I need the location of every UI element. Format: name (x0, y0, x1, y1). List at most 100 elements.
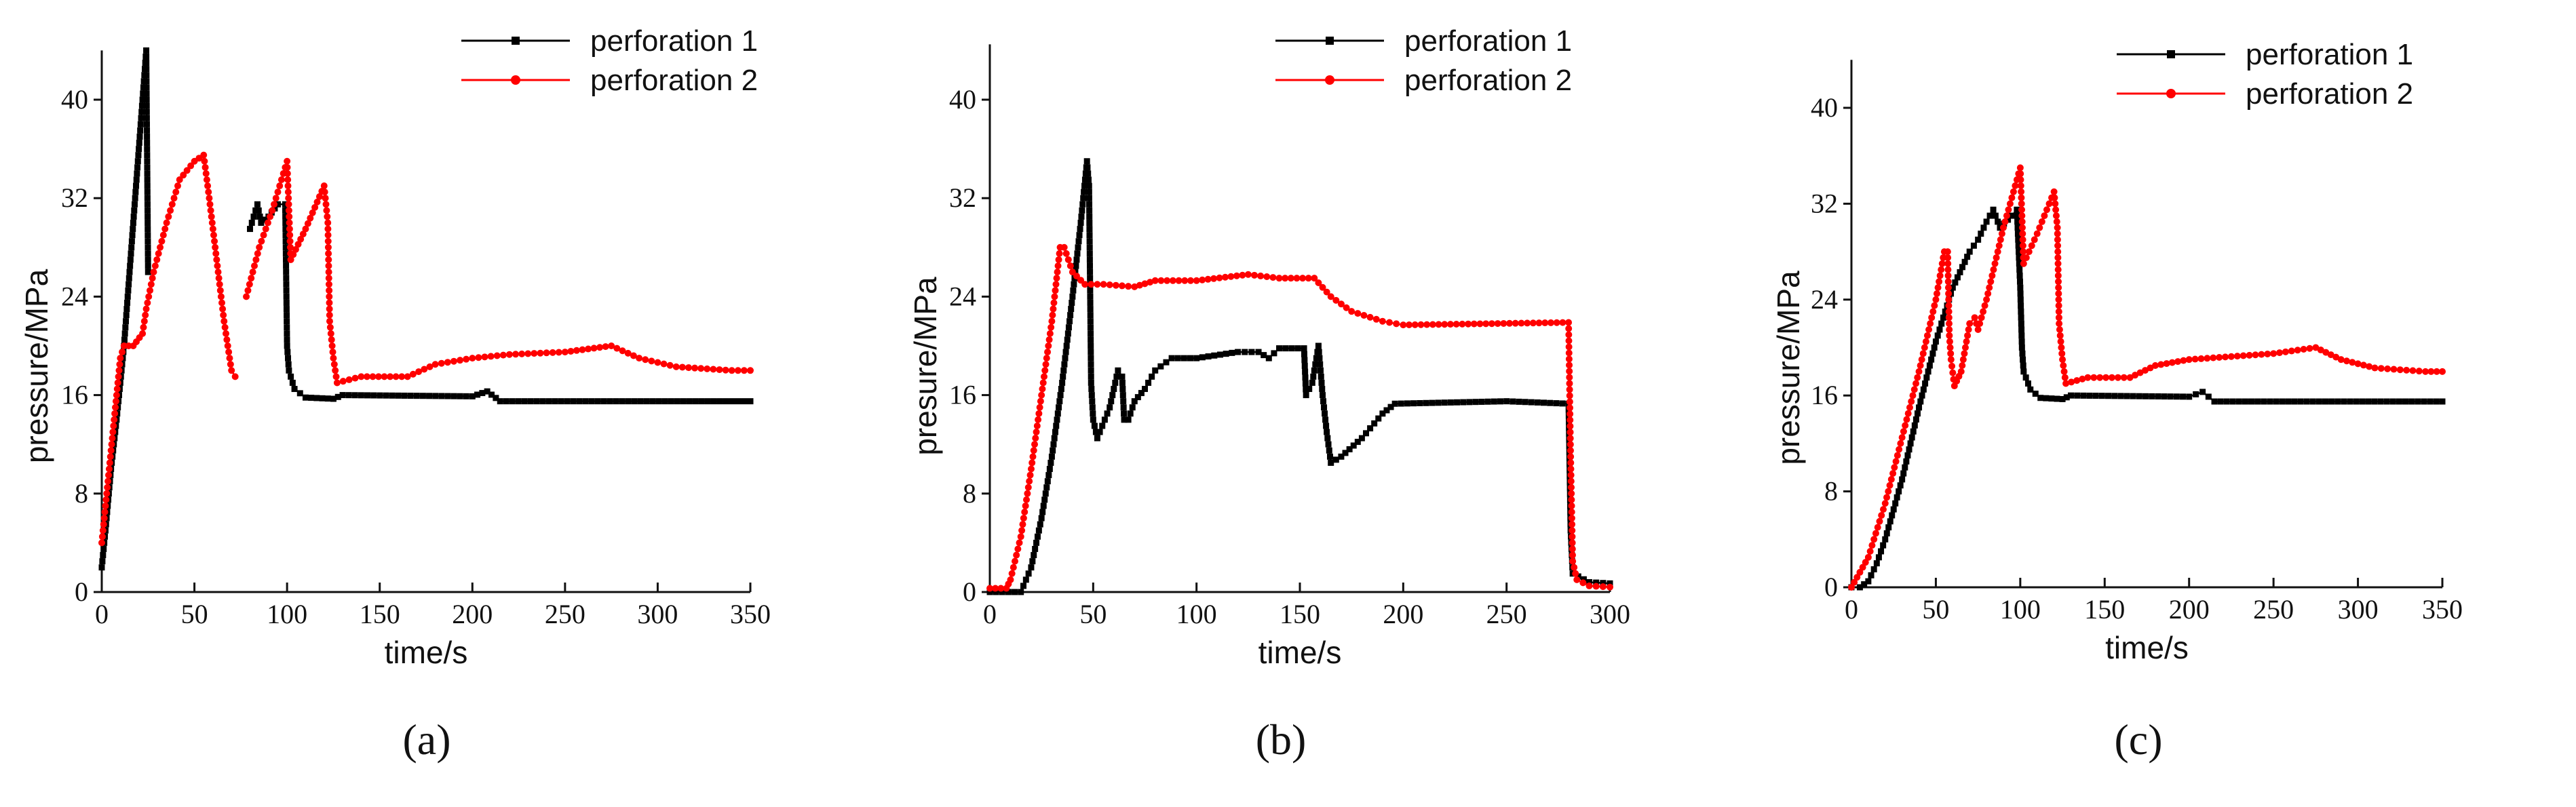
x-axis-label: time/s (2105, 630, 2189, 665)
data-point (324, 213, 331, 220)
data-point (1060, 367, 1067, 374)
data-point (283, 306, 290, 313)
data-point (1120, 404, 1127, 411)
data-point (1050, 299, 1058, 307)
data-point (145, 213, 151, 220)
chart-a: 0 50 100 150 200 250 300 350 0 8 16 24 32 40 time/s pre… (19, 24, 771, 764)
data-point (332, 373, 340, 380)
data-point (2402, 398, 2409, 405)
data-point (2020, 356, 2026, 363)
data-point (307, 214, 314, 222)
data-point (1142, 386, 1148, 393)
data-point (2051, 194, 2058, 201)
data-point (555, 349, 562, 356)
data-point (277, 176, 285, 183)
data-point (2058, 344, 2065, 351)
data-point (2017, 290, 2024, 297)
data-point (432, 393, 439, 399)
data-point (1933, 290, 1940, 297)
data-point (1947, 350, 1955, 357)
data-point (1021, 509, 1029, 516)
data-point (1119, 373, 1126, 380)
data-point (2020, 362, 2026, 369)
data-point (284, 176, 292, 183)
data-point (140, 323, 147, 331)
data-point (716, 398, 723, 405)
data-point (2015, 236, 2022, 243)
data-point (1035, 527, 1042, 534)
data-point (144, 182, 151, 189)
data-point (1043, 355, 1050, 362)
data-point (1882, 536, 1889, 543)
data-point (1086, 256, 1093, 263)
data-point (2168, 359, 2176, 366)
data-point (2022, 254, 2030, 261)
data-point (1927, 320, 1934, 328)
data-point (2019, 242, 2026, 250)
data-point (1966, 320, 1974, 328)
data-point (246, 281, 253, 288)
legend-marker (1326, 37, 1334, 45)
data-point (326, 293, 333, 300)
data-point (1054, 410, 1061, 417)
data-point (389, 392, 396, 399)
data-point (1874, 524, 1881, 531)
x-tick-label: 0 (1845, 594, 1858, 625)
series-perforation-2 (1848, 164, 2446, 591)
data-point (1866, 547, 1874, 555)
data-point (351, 392, 358, 399)
data-point (2415, 368, 2423, 375)
data-point (2111, 393, 2118, 399)
data-point (100, 545, 107, 552)
x-tick-label: 300 (1590, 599, 1630, 629)
data-point (2054, 230, 2061, 237)
data-point (1470, 320, 1478, 328)
data-point (1535, 319, 1543, 327)
x-tick-label: 250 (545, 599, 585, 629)
data-point (1902, 422, 1909, 429)
data-point (1354, 439, 1361, 446)
data-point (2018, 206, 2026, 214)
data-point (1227, 273, 1235, 280)
data-point (1040, 503, 1047, 509)
data-point (1919, 392, 1925, 399)
data-point (1911, 422, 1918, 429)
data-point (2347, 398, 2353, 405)
data-point (244, 287, 252, 294)
data-point (1250, 271, 1258, 279)
data-point (1085, 189, 1092, 195)
data-point (1934, 332, 1941, 339)
data-point (1423, 321, 1431, 328)
data-point (585, 345, 592, 353)
data-point (1157, 277, 1165, 284)
data-point (1287, 275, 1294, 282)
data-point (1553, 400, 1560, 407)
data-point (509, 398, 516, 405)
data-point (1005, 589, 1012, 595)
data-point (1029, 558, 1036, 565)
data-point (1088, 367, 1094, 374)
data-point (2396, 398, 2402, 405)
data-point (1572, 570, 1579, 577)
data-point (138, 102, 145, 109)
data-point (1309, 379, 1315, 386)
data-point (345, 392, 352, 399)
data-point (351, 374, 359, 382)
data-point (1052, 281, 1060, 288)
data-point (1174, 355, 1181, 361)
data-point (1129, 404, 1136, 411)
data-point (142, 305, 150, 313)
data-point (1088, 386, 1095, 393)
data-point (144, 127, 151, 134)
data-point (104, 484, 111, 491)
data-point (1094, 435, 1100, 441)
data-point (214, 262, 221, 270)
data-point (2032, 391, 2039, 397)
data-point (1567, 459, 1575, 467)
data-point (1039, 379, 1047, 387)
data-point (297, 235, 305, 243)
data-point (1324, 429, 1330, 435)
series-perforation-2 (98, 151, 754, 547)
y-tick-label: 0 (963, 576, 976, 607)
data-point (2163, 360, 2170, 368)
